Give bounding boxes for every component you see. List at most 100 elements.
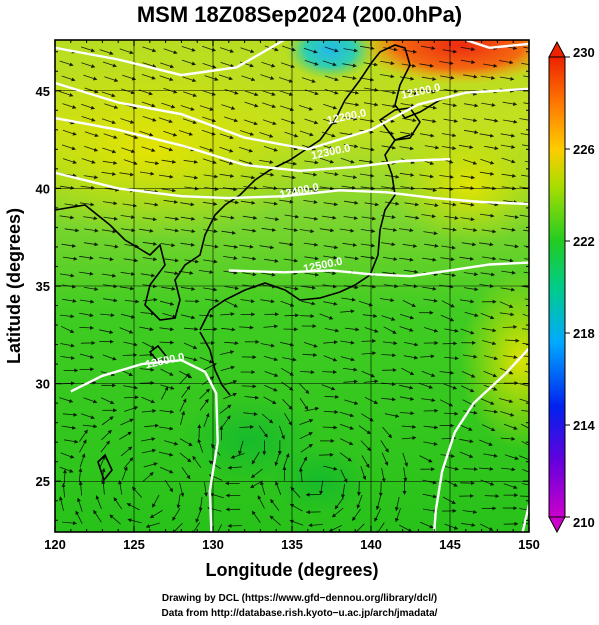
wind-arrow — [501, 157, 516, 164]
y-tick-label: 25 — [36, 474, 50, 489]
wind-arrow — [204, 75, 219, 81]
wind-arrow — [192, 455, 202, 468]
wind-arrow — [304, 60, 319, 66]
wind-arrow — [161, 102, 176, 109]
wind-arrow — [199, 313, 214, 318]
wind-arrow — [463, 159, 478, 165]
wind-arrow — [301, 285, 316, 290]
wind-arrow — [322, 60, 337, 67]
wind-arrow — [441, 133, 457, 138]
wind-arrow — [463, 272, 479, 277]
wind-arrow — [480, 523, 494, 531]
wind-arrow — [519, 495, 529, 497]
wind-arrow — [404, 215, 420, 220]
wind-arrow — [403, 91, 419, 96]
wind-arrow — [258, 425, 268, 438]
wind-arrow — [179, 398, 187, 412]
wind-arrow — [183, 175, 199, 180]
wind-arrow — [120, 418, 134, 426]
wind-arrow — [341, 297, 356, 302]
wind-arrow — [519, 508, 529, 511]
wind-arrow — [219, 133, 234, 140]
wind-arrow — [204, 298, 220, 303]
wind-arrow — [298, 467, 303, 483]
wind-arrow — [260, 343, 275, 348]
wind-arrow — [421, 398, 436, 403]
wind-arrow — [403, 355, 419, 360]
wind-arrow — [381, 315, 396, 321]
wind-arrow — [402, 300, 416, 307]
wind-arrow — [221, 327, 236, 332]
wind-arrow — [104, 103, 119, 109]
wind-arrow — [361, 455, 370, 469]
wind-arrow — [419, 455, 433, 463]
wind-arrow — [479, 171, 495, 176]
wind-arrow — [458, 144, 474, 150]
wind-arrow — [383, 326, 397, 334]
wind-arrow — [321, 215, 337, 220]
wind-arrow — [100, 440, 110, 453]
wind-arrow — [203, 174, 219, 179]
wind-arrow — [241, 256, 257, 261]
wind-arrow — [79, 271, 94, 276]
wind-arrow — [422, 257, 437, 262]
wind-arrow — [145, 522, 160, 528]
wind-arrow — [123, 159, 138, 165]
wind-arrow — [243, 412, 258, 416]
wind-arrow — [340, 469, 348, 483]
wind-arrow — [202, 287, 218, 292]
wind-arrow — [482, 424, 496, 432]
wind-arrow — [483, 453, 498, 458]
wind-arrow — [79, 429, 88, 442]
wind-arrow — [462, 354, 478, 359]
wind-arrow — [399, 76, 415, 81]
wind-arrow — [379, 298, 395, 303]
wind-arrow — [142, 472, 154, 483]
wind-arrow — [240, 200, 256, 205]
wind-arrow — [334, 497, 344, 510]
wind-arrow — [244, 101, 259, 108]
wind-arrow — [223, 244, 239, 249]
wind-arrow — [262, 119, 277, 126]
wind-arrow — [158, 451, 174, 457]
wind-arrow — [141, 437, 156, 442]
wind-arrow — [59, 397, 74, 403]
wind-arrow — [104, 244, 119, 249]
wind-arrow — [342, 63, 357, 68]
wind-arrow — [102, 284, 118, 289]
wind-arrow — [179, 438, 193, 447]
wind-arrow — [481, 256, 497, 261]
x-tick-label: 145 — [439, 537, 461, 552]
wind-arrow — [324, 328, 340, 333]
wind-arrow — [159, 340, 175, 345]
wind-arrow — [484, 494, 500, 499]
wind-arrow — [180, 216, 196, 221]
wind-arrow — [164, 228, 180, 233]
wind-arrow — [64, 228, 80, 233]
wind-arrow — [299, 130, 314, 137]
wind-arrow — [340, 157, 355, 164]
wind-arrow — [82, 424, 98, 429]
wind-arrow — [304, 256, 319, 261]
wind-arrow — [442, 496, 456, 504]
wind-arrow — [279, 341, 295, 347]
wind-arrow — [342, 75, 357, 80]
wind-arrow — [139, 326, 154, 332]
wind-arrow — [424, 203, 439, 208]
wind-arrow — [479, 242, 494, 247]
wind-arrow — [422, 508, 438, 513]
wind-arrow — [261, 272, 276, 277]
wind-arrow — [342, 116, 358, 121]
wind-arrow — [240, 299, 255, 304]
wind-arrow — [460, 385, 475, 393]
wind-arrow — [180, 229, 196, 234]
wind-arrow — [119, 431, 132, 440]
wind-arrow — [524, 370, 529, 373]
wind-arrow — [159, 75, 174, 82]
wind-arrow — [323, 465, 338, 471]
wind-arrow — [280, 367, 294, 376]
wind-arrow — [250, 468, 263, 479]
wind-arrow — [422, 493, 438, 499]
wind-arrow — [59, 496, 64, 511]
wind-arrow — [361, 370, 376, 378]
